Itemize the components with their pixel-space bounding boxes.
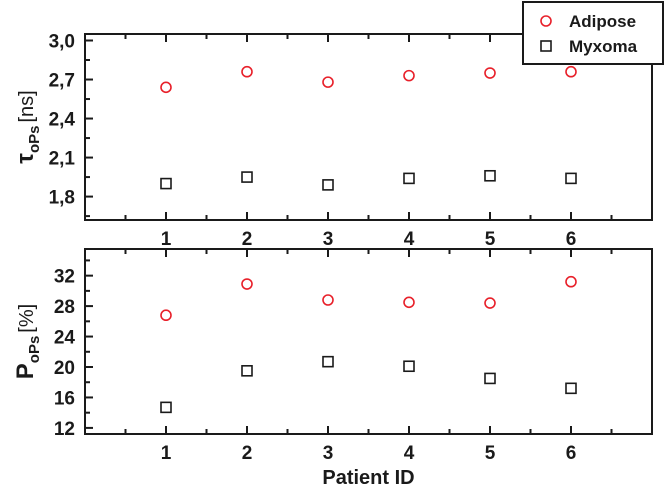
intensity-adipose-point: [160, 309, 172, 322]
intensity-y-axis-unit: [%]: [16, 304, 38, 333]
legend-marker-adipose: [540, 15, 552, 27]
intensity-myxoma-point: [484, 372, 496, 385]
tau-adipose-point: [241, 65, 253, 78]
intensity-myxoma-point: [160, 401, 172, 414]
intensity-y-axis-symbol: P: [12, 363, 39, 379]
intensity-y-tick-label: 32: [54, 267, 75, 288]
legend: Adipose Myxoma: [522, 1, 664, 65]
tau-adipose-point: [322, 76, 334, 88]
tau-y-axis-subscript: oPs: [26, 126, 43, 154]
intensity-adipose-point: [484, 297, 496, 309]
tau-y-tick-label: 3,0: [49, 32, 75, 53]
tau-x-tick-label: 6: [566, 229, 577, 250]
tau-adipose-point: [484, 67, 496, 79]
tau-y-tick-label: 2,7: [49, 71, 75, 92]
intensity-adipose-point: [241, 278, 253, 290]
x-axis-title: Patient ID: [322, 467, 414, 489]
tau-myxoma-point: [484, 169, 496, 182]
intensity-adipose-point: [565, 275, 577, 288]
tau-myxoma-point: [565, 172, 577, 185]
tau-x-tick-label: 1: [161, 229, 172, 250]
intensity-y-tick-label: 16: [54, 388, 75, 409]
intensity-x-tick-label: 3: [323, 443, 334, 464]
intensity-y-tick-label: 28: [54, 297, 75, 318]
tau-x-tick-label: 3: [323, 229, 334, 250]
tau-adipose-point: [403, 69, 415, 82]
tau-myxoma-point: [241, 171, 253, 183]
intensity-adipose-point: [403, 296, 415, 309]
intensity-x-tick-label: 5: [485, 443, 496, 464]
legend-box: [522, 1, 664, 65]
legend-marker-myxoma: [540, 40, 552, 52]
legend-label-adipose: Adipose: [569, 12, 636, 31]
intensity-adipose-point: [322, 294, 334, 306]
tau-y-axis-title: τoPs [ns]: [12, 90, 43, 163]
tau-y-axis-unit: [ns]: [16, 90, 38, 122]
intensity-y-axis-subscript: oPs: [26, 336, 43, 364]
intensity-plot-frame: [84, 248, 653, 435]
intensity-myxoma-point: [565, 382, 577, 395]
tau-adipose-point: [565, 65, 577, 78]
intensity-x-tick-label: 1: [161, 443, 172, 464]
intensity-y-tick-label: 12: [54, 419, 75, 440]
tau-x-tick-label: 5: [485, 229, 496, 250]
tau-myxoma-point: [322, 179, 334, 191]
tau-x-tick-label: 4: [404, 229, 415, 250]
intensity-myxoma-point: [322, 355, 334, 368]
tau-y-tick-label: 2,4: [49, 110, 76, 131]
intensity-y-tick-label: 20: [54, 358, 75, 379]
intensity-y-tick-label: 24: [54, 328, 76, 349]
intensity-x-tick-label: 6: [566, 443, 577, 464]
tau-y-tick-label: 2,1: [49, 149, 76, 170]
intensity-myxoma-point: [403, 360, 415, 373]
legend-label-myxoma: Myxoma: [569, 37, 638, 56]
intensity-myxoma-point: [241, 365, 253, 377]
tau-y-tick-label: 1,8: [49, 188, 75, 209]
tau-myxoma-point: [403, 172, 415, 185]
tau-y-axis-symbol: τ: [12, 153, 39, 164]
tau-adipose-point: [160, 81, 172, 94]
intensity-x-tick-label: 4: [404, 443, 415, 464]
tau-myxoma-point: [160, 177, 172, 190]
intensity-y-axis-title: PoPs [%]: [12, 304, 43, 379]
tau-x-tick-label: 2: [242, 229, 253, 250]
intensity-x-tick-label: 2: [242, 443, 253, 464]
